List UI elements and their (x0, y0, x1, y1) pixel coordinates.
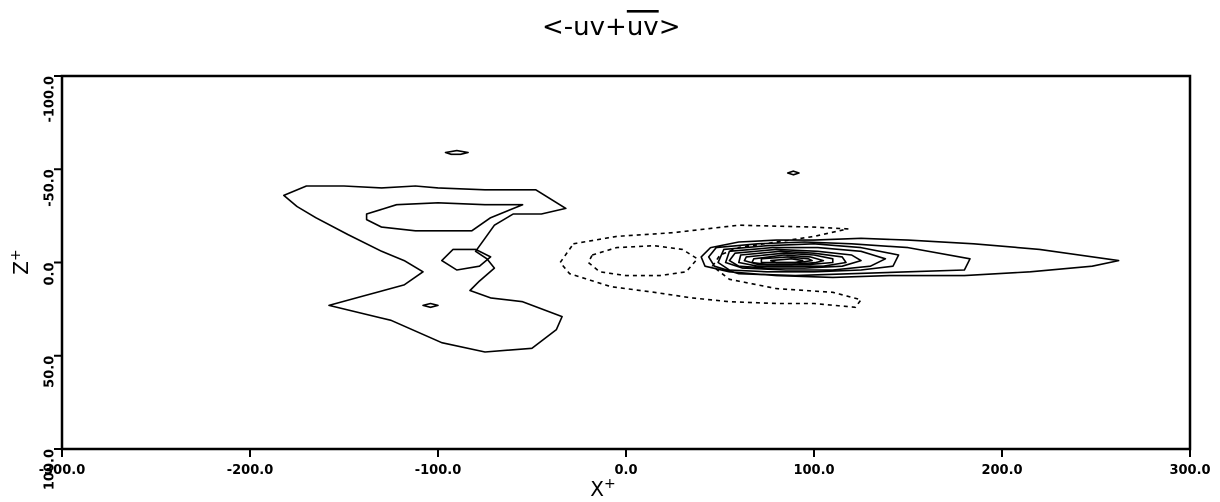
chart-title-overbar: uv (627, 12, 659, 42)
contour-line-5-positive (786, 170, 800, 176)
contour-line-13-positive (737, 250, 847, 268)
contour-line-16-positive (760, 256, 813, 264)
contour-line-8-positive (700, 237, 1120, 279)
y-axis: -100.0 -50.0 0.0 50.0 100.0 (43, 75, 62, 490)
y-axis-title: Z+ (8, 249, 33, 274)
contour-line-15-positive (751, 254, 825, 266)
contour-line-7-negative (587, 244, 699, 277)
plot-frame (60, 74, 1192, 451)
y-tick-label: -100.0 (43, 76, 58, 123)
contour-line-1-positive (365, 202, 524, 232)
contour-line-6-negative (559, 224, 862, 309)
contour-line-3-positive (444, 149, 469, 156)
contour-layer (282, 149, 1120, 353)
chart-title-start: <-uv+ (542, 12, 627, 42)
contour-line-0-positive (282, 185, 567, 353)
x-tick-label: -100.0 (415, 463, 462, 478)
x-tick-label: 0.0 (614, 463, 637, 478)
x-tick-label: 100.0 (793, 463, 834, 478)
x-axis-title-sup: + (604, 476, 616, 492)
contour-line-9-positive (707, 241, 971, 277)
x-tick-label: 200.0 (981, 463, 1022, 478)
y-tick-label: -50.0 (43, 169, 58, 206)
x-axis: -300.0 -200.0 -100.0 0.0 100.0 200.0 300.0 (39, 449, 1211, 478)
y-tick-label: 50.0 (43, 356, 58, 388)
contour-line-4-positive (422, 302, 439, 309)
x-axis-title-text: X (590, 477, 604, 501)
y-axis-title-sup: + (8, 249, 24, 261)
x-tick-label: 300.0 (1169, 463, 1210, 478)
contour-line-14-positive (743, 252, 834, 266)
y-axis-title-text: Z (9, 261, 33, 275)
contour-line-17-positive (769, 257, 804, 264)
x-axis-title: X+ (590, 476, 615, 501)
x-tick-label: -200.0 (227, 463, 274, 478)
contour-line-11-positive (724, 246, 887, 271)
contour-line-2-positive (440, 248, 492, 271)
x-tick-label: -300.0 (39, 463, 86, 478)
y-tick-label: 0.0 (43, 263, 58, 286)
chart-title-end: > (659, 12, 681, 42)
contour-line-12-positive (728, 248, 862, 269)
y-tick-label: 100.0 (43, 449, 58, 490)
contour-line-10-positive (717, 243, 900, 273)
chart-title: <-uv+uv> (542, 12, 681, 42)
